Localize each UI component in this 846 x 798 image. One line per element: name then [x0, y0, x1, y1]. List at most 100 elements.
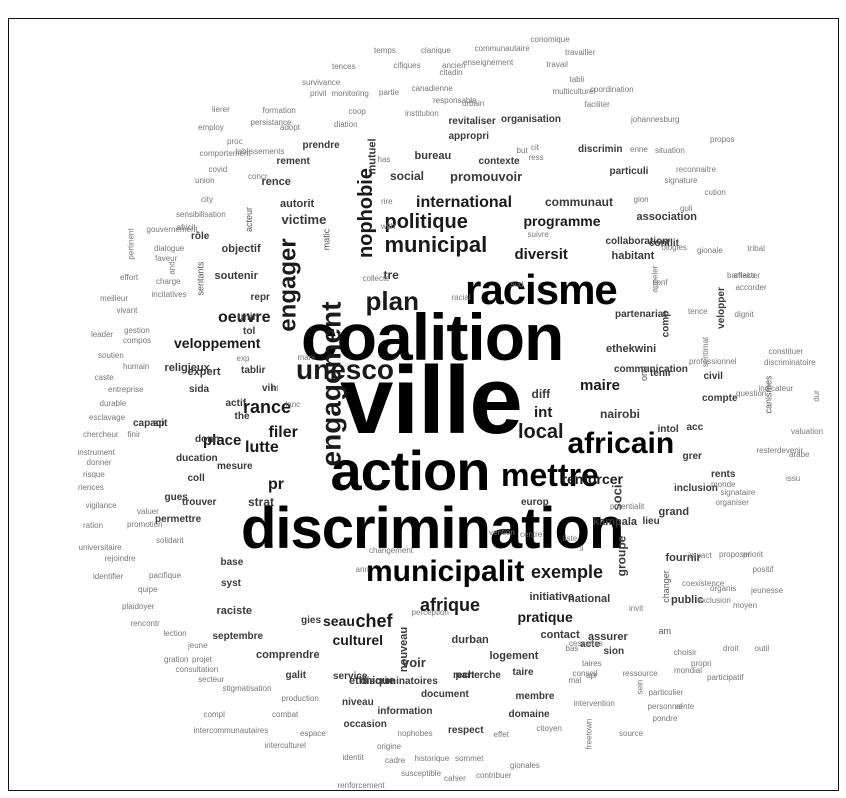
word-cloud-word: leader — [91, 330, 114, 339]
word-cloud-word: galit — [285, 670, 307, 681]
word-cloud-word: travail — [546, 60, 568, 69]
word-cloud-word: dignit — [734, 310, 754, 319]
word-cloud-word: comp — [659, 310, 671, 338]
word-cloud-word: local — [518, 421, 564, 443]
word-cloud-word: groupe — [613, 535, 628, 577]
word-cloud-word: humain — [123, 362, 150, 371]
word-cloud-word: lierer — [212, 105, 230, 114]
word-cloud-word: discriminatoires — [360, 676, 438, 687]
word-cloud-word: cit — [531, 143, 539, 152]
word-cloud-word: organiser — [715, 498, 749, 507]
word-cloud-word: persistance — [250, 118, 292, 127]
word-cloud-word: cessaires — [569, 639, 603, 648]
word-cloud-word: acte — [580, 639, 601, 650]
word-cloud-word: collecte — [362, 274, 390, 283]
word-cloud-word: id — [272, 384, 279, 393]
word-cloud-word: tribal — [747, 244, 765, 253]
word-cloud-word: instrument — [77, 448, 115, 457]
word-cloud-word: liste — [563, 534, 578, 543]
word-cloud-word: intervention — [573, 699, 615, 708]
word-cloud-word: rents — [711, 469, 736, 480]
word-cloud-word: identit — [342, 753, 364, 762]
word-cloud-word: partie — [379, 88, 400, 97]
word-cloud-word: sp — [153, 418, 165, 429]
word-cloud-word: lection — [163, 629, 187, 638]
word-cloud-word: culturel — [332, 632, 384, 648]
word-cloud-word: am — [658, 625, 672, 636]
word-cloud-word: rôle — [191, 231, 210, 242]
word-cloud-word: ressource — [622, 669, 658, 678]
word-cloud-word: prendre — [302, 140, 340, 151]
word-cloud-word: diation — [334, 120, 358, 129]
word-cloud-word: lutte — [245, 439, 279, 456]
word-cloud-word: production — [281, 694, 319, 703]
word-cloud-word: caste — [94, 373, 114, 382]
word-cloud-word: social — [390, 169, 425, 183]
word-cloud-word: collaboration — [605, 236, 669, 247]
word-cloud-word: diversit — [514, 245, 568, 263]
word-cloud-word: changement — [369, 546, 414, 555]
word-cloud-word: plan — [365, 286, 419, 316]
word-cloud-word: europ — [521, 497, 549, 508]
word-cloud-word: professionnel — [689, 357, 737, 366]
word-cloud-word: gionale — [697, 246, 723, 255]
word-cloud-word: expert — [187, 365, 221, 378]
word-cloud-word: arabe — [789, 450, 810, 459]
word-cloud-word: pondre — [652, 714, 678, 723]
word-cloud-word: conflit — [649, 238, 679, 249]
word-cloud-word: contribuer — [476, 771, 512, 780]
word-cloud-word: riences — [78, 483, 104, 492]
word-cloud-word: donn — [195, 434, 220, 445]
word-cloud-frame: ville coalition discrimination action racism… — [8, 18, 839, 791]
word-cloud-word: diff — [531, 387, 551, 401]
word-cloud-word: domaine — [508, 709, 550, 720]
word-cloud-word: tabli — [569, 75, 585, 84]
word-cloud-word: africit — [176, 223, 196, 232]
word-cloud-word: invit — [629, 604, 644, 613]
word-cloud-word: bas — [565, 644, 579, 653]
word-cloud-word: institution — [405, 109, 439, 118]
word-cloud-word: centre — [520, 530, 543, 539]
word-cloud-word: union — [195, 176, 215, 185]
word-cloud-word: jeune — [188, 641, 208, 650]
word-cloud-word: lanc — [285, 400, 301, 409]
word-cloud-word: rente — [676, 702, 695, 711]
word-cloud-word: ann — [355, 565, 369, 574]
word-cloud-word: outil — [754, 644, 770, 653]
word-cloud-word: tenir — [650, 368, 672, 379]
word-cloud-word: coalition — [301, 300, 564, 374]
word-cloud-word: voir — [402, 654, 426, 670]
word-cloud-word: oeuvre — [218, 309, 271, 326]
word-cloud-word: tablir — [241, 365, 266, 376]
word-cloud-word: victime — [281, 211, 327, 227]
word-cloud-word: travailler — [565, 48, 596, 57]
word-cloud-word: but — [516, 146, 528, 155]
word-cloud-word: velopper — [715, 287, 727, 329]
word-cloud-word: temps — [374, 46, 396, 55]
word-cloud-word: proposer — [719, 550, 751, 559]
word-cloud-word: engager — [274, 238, 302, 332]
word-cloud-word: incitatives — [151, 290, 187, 299]
word-cloud-word: chef — [355, 611, 393, 631]
word-cloud-word: appropri — [448, 131, 490, 142]
word-cloud: ville coalition discrimination action racism… — [9, 19, 838, 790]
word-cloud-word: strat — [248, 495, 275, 509]
word-cloud-word: grer — [682, 451, 702, 462]
word-cloud-word: septembre — [212, 631, 264, 642]
word-cloud-word: rance — [243, 397, 292, 417]
word-cloud-word: sentants — [195, 260, 206, 296]
word-cloud-word: compte — [702, 393, 738, 404]
word-cloud-word: survivance — [302, 78, 341, 87]
word-cloud-word: grand — [658, 505, 690, 518]
word-cloud-word: inclusion — [674, 483, 718, 494]
word-cloud-word: place — [203, 431, 242, 449]
word-cloud-word: finir — [127, 430, 141, 439]
word-cloud-word: repr — [250, 292, 270, 303]
word-cloud-word: lieu — [642, 516, 660, 527]
word-cloud-word: sensibilisation — [176, 210, 226, 219]
word-cloud-word: valuation — [791, 427, 824, 436]
word-cloud-word: exp — [236, 354, 250, 363]
word-cloud-word: sommet — [455, 754, 484, 763]
word-cloud-word: issu — [786, 474, 801, 483]
word-cloud-word: civil — [703, 371, 723, 382]
